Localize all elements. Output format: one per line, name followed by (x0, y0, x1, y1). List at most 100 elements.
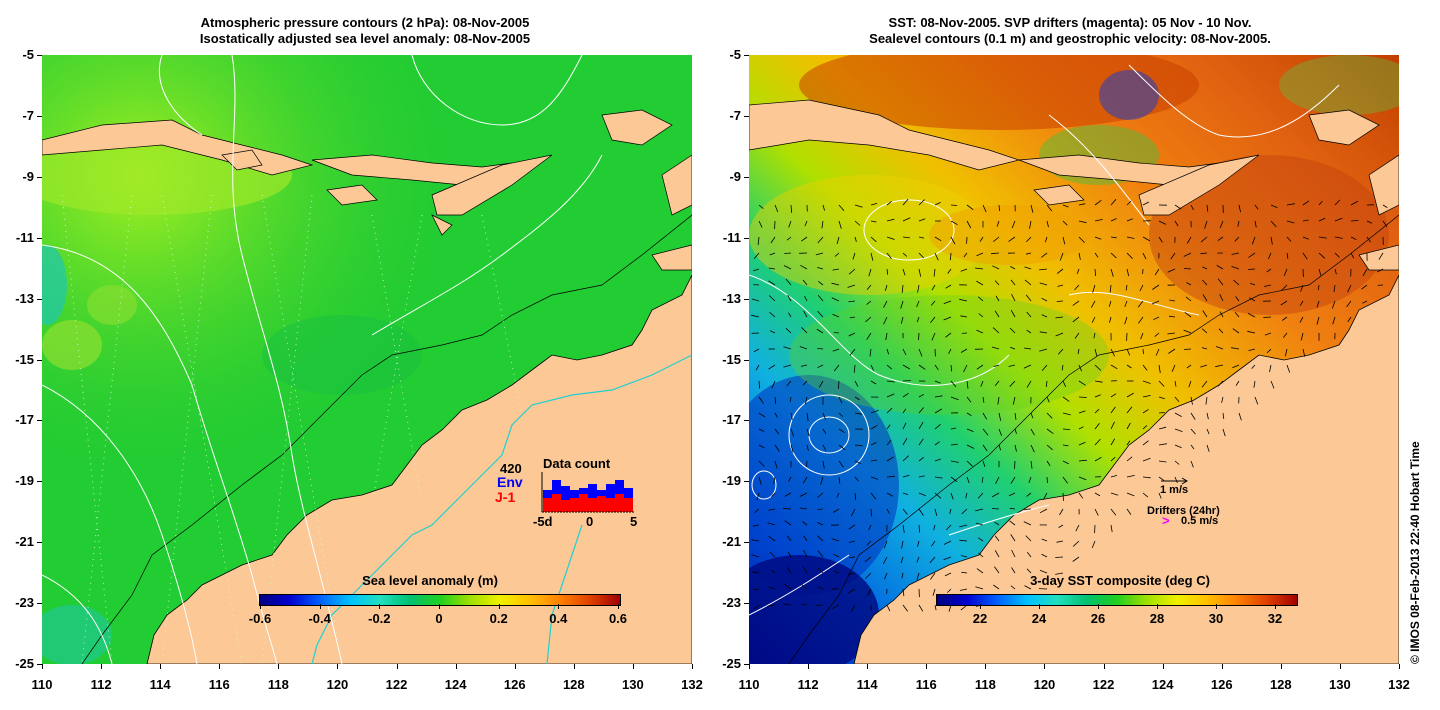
velocity-arrow (1046, 428, 1054, 435)
velocity-arrow (836, 492, 840, 498)
velocity-arrow (771, 492, 776, 497)
velocity-arrow (1201, 328, 1208, 334)
right-x-tick-label: 112 (797, 677, 819, 692)
velocity-arrow (948, 348, 952, 354)
velocity-arrow (753, 348, 760, 353)
velocity-arrow (1010, 279, 1016, 286)
velocity-arrow (790, 412, 793, 420)
velocity-arrow (803, 310, 808, 318)
velocity-arrow (1174, 460, 1180, 465)
velocity-arrow (1171, 364, 1176, 372)
velocity-arrow (934, 492, 942, 499)
velocity-arrow (774, 412, 778, 418)
velocity-arrow (950, 364, 953, 372)
velocity-arrow (854, 220, 861, 226)
left-x-tick-label: 114 (149, 677, 171, 692)
velocity-arrow (950, 460, 959, 463)
velocity-arrow (934, 252, 939, 261)
velocity-arrow (1183, 268, 1192, 270)
velocity-arrow (994, 380, 1000, 387)
right-colorbar-tick-mark (1157, 604, 1158, 609)
velocity-arrow (963, 252, 968, 258)
velocity-arrow (751, 539, 760, 542)
velocity-arrow (1168, 315, 1176, 318)
velocity-arrow (982, 204, 987, 213)
velocity-arrow (1030, 204, 1034, 213)
velocity-arrow (1318, 268, 1322, 276)
right-colorbar-tick-mark (1039, 604, 1040, 609)
velocity-arrow (886, 407, 893, 414)
velocity-arrow (1094, 423, 1100, 430)
velocity-arrow (1041, 538, 1048, 542)
velocity-arrow (1142, 395, 1151, 398)
velocity-arrow (757, 236, 760, 245)
velocity-arrow (918, 236, 925, 239)
velocity-arrow (769, 252, 776, 256)
velocity-arrow (854, 412, 863, 415)
velocity-arrow (994, 535, 1000, 542)
velocity-arrow (933, 524, 936, 531)
left-colorbar-title: Sea level anomaly (m) (362, 573, 498, 588)
velocity-arrow (976, 280, 984, 286)
velocity-arrow (838, 460, 844, 468)
velocity-arrow (1184, 348, 1192, 350)
left-colorbar-tick-label: 0.2 (489, 611, 508, 626)
velocity-arrow (1233, 279, 1240, 286)
velocity-arrow (1247, 313, 1256, 318)
velocity-arrow (1039, 282, 1048, 286)
velocity-arrow (949, 508, 952, 515)
velocity-arrow (1124, 316, 1128, 325)
velocity-arrow (1174, 204, 1182, 210)
velocity-arrow (802, 566, 808, 574)
left-colorbar-tick-label: -0.4 (308, 611, 331, 626)
velocity-arrow (1316, 300, 1320, 308)
velocity-arrow (1318, 217, 1326, 222)
left-x-tick-label: 118 (267, 677, 289, 692)
velocity-arrow (1028, 476, 1032, 484)
velocity-arrow (1167, 268, 1176, 273)
velocity-arrow (1142, 409, 1149, 414)
velocity-arrow (834, 252, 840, 257)
velocity-arrow (902, 604, 909, 612)
velocity-arrow (1200, 236, 1208, 243)
velocity-arrow (870, 442, 877, 446)
velocity-arrow (1318, 284, 1320, 291)
velocity-arrow (918, 475, 925, 478)
velocity-arrow (1055, 332, 1064, 337)
velocity-arrow (1078, 396, 1087, 398)
velocity-arrow (870, 252, 874, 261)
velocity-arrow (1110, 508, 1117, 516)
velocity-arrow (1190, 460, 1194, 468)
copyright-text: © IMOS 08-Feb-2013 22:40 Hobart Time (1408, 441, 1422, 664)
velocity-arrow (1222, 428, 1226, 437)
velocity-arrow (1014, 460, 1016, 469)
velocity-arrow (943, 540, 952, 545)
right-y-tick-label: -7 (729, 107, 741, 123)
velocity-arrow (982, 460, 986, 467)
velocity-arrow (1025, 535, 1032, 542)
velocity-arrow (1347, 284, 1352, 293)
velocity-arrow (818, 280, 824, 286)
velocity-arrow (966, 460, 973, 467)
velocity-arrow (769, 330, 776, 334)
velocity-arrow (1010, 309, 1016, 318)
velocity-arrow (1139, 284, 1144, 292)
left-y-tick-label: -7 (22, 107, 34, 123)
left-colorbar-tick-label: -0.6 (248, 611, 272, 626)
right-y-tick-mark (744, 542, 749, 544)
velocity-arrow (1011, 567, 1016, 574)
left-x-tick-mark (573, 664, 575, 669)
velocity-arrow (931, 332, 936, 341)
velocity-arrow (822, 204, 825, 211)
velocity-arrow (982, 412, 988, 420)
velocity-arrow (1334, 252, 1340, 258)
velocity-arrow (800, 264, 808, 270)
velocity-arrow (1057, 348, 1064, 355)
velocity-arrow (1232, 328, 1240, 334)
velocity-arrow (1009, 327, 1016, 334)
velocity-arrow (1174, 444, 1182, 449)
velocity-arrow (1126, 440, 1131, 446)
velocity-arrow (1174, 412, 1182, 417)
left-map (42, 55, 692, 664)
velocity-arrow (1039, 331, 1048, 334)
